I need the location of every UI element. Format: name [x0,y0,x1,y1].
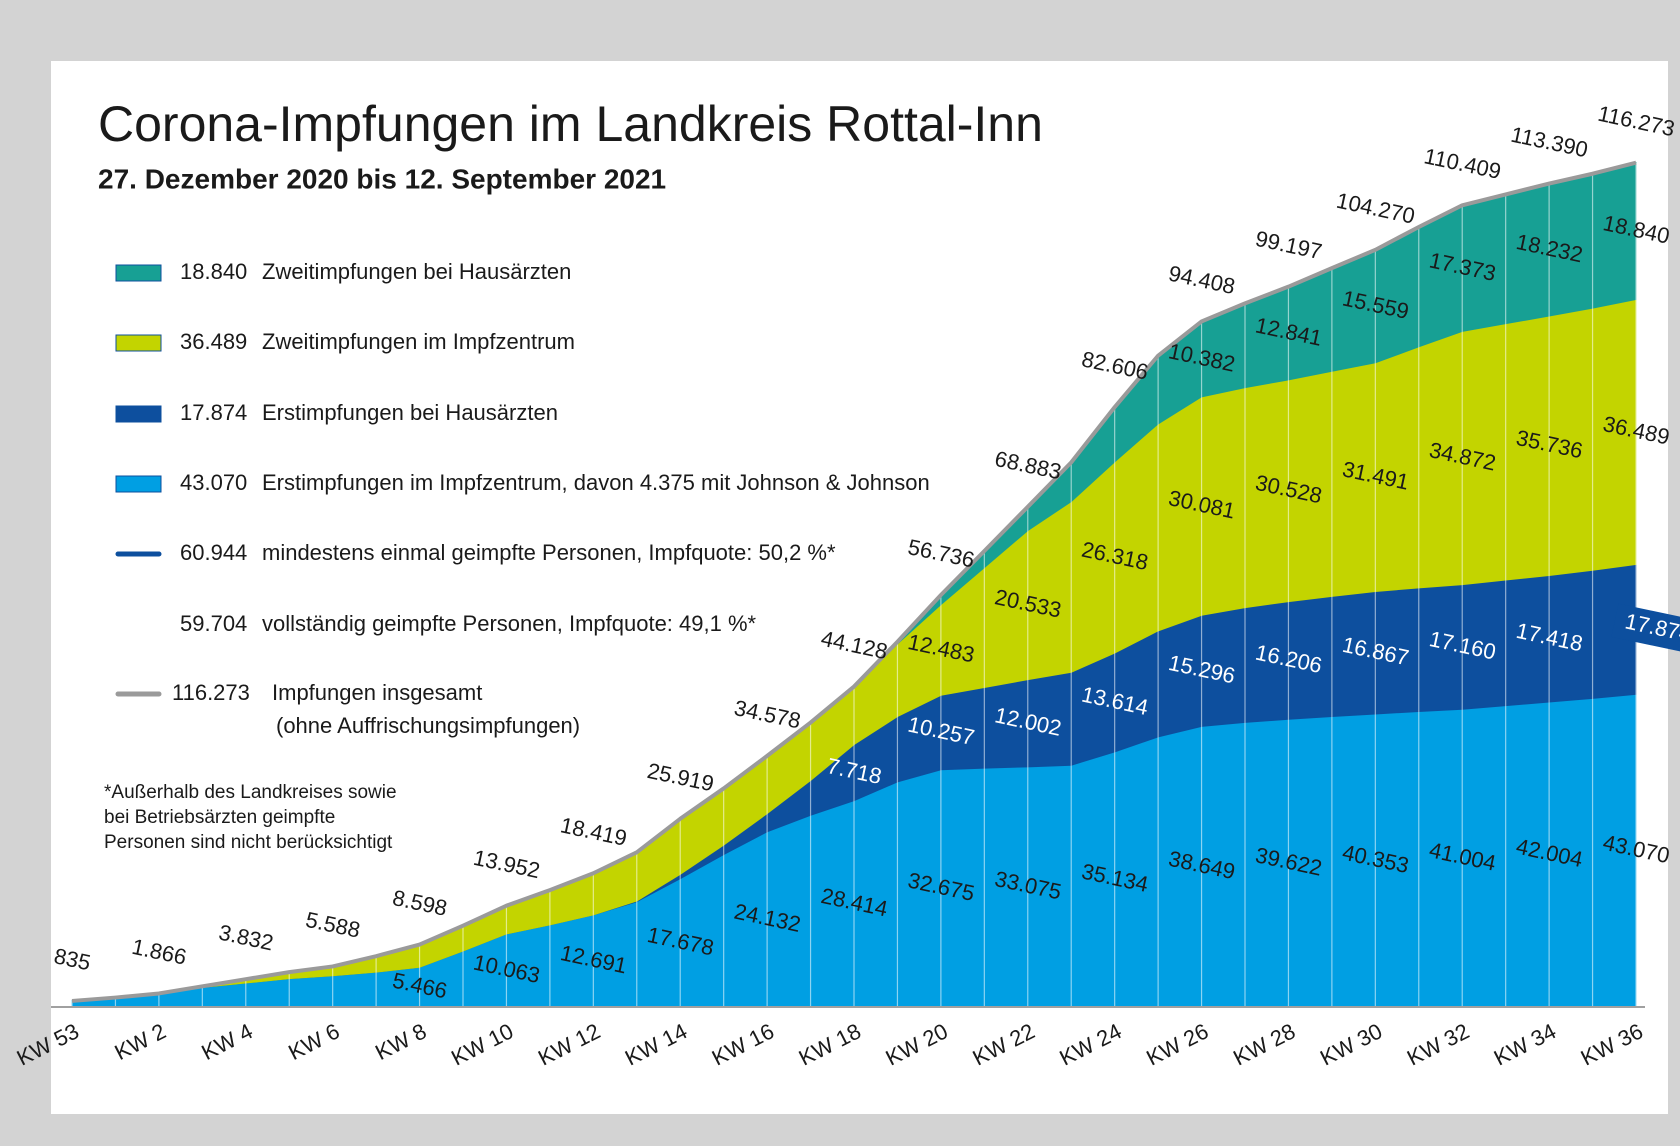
legend-value: 17.874 [180,400,247,425]
legend-note: (ohne Auffrischungsimpfungen) [276,713,580,738]
legend-swatch [115,334,162,352]
footnote: bei Betriebsärzten geimpfte [104,807,335,828]
chart-title: Corona-Impfungen im Landkreis Rottal-Inn [98,96,1043,152]
legend-label: Zweitimpfungen bei Hausärzten [262,259,571,284]
callout: 17.874 [1611,603,1680,656]
legend-value: 43.070 [180,470,247,495]
legend-swatch [115,405,162,423]
total-line [71,160,1637,1003]
legend-value: 116.273 [172,680,250,705]
legend-swatch [115,475,162,493]
legend-label: Impfungen insgesamt [272,680,482,705]
legend-label: mindestens einmal geimpfte Personen, Imp… [262,540,836,565]
legend-swatch [115,264,162,282]
legend-label: vollständig geimpfte Personen, Impfquote… [262,611,757,636]
legend-value: 60.944 [180,540,247,565]
footnote: *Außerhalb des Landkreises sowie [104,782,397,803]
footnote: Personen sind nicht berücksichtigt [104,832,393,853]
legend-label: Zweitimpfungen im Impfzentrum [262,329,575,354]
legend-value: 36.489 [180,329,247,354]
chart-subtitle: 27. Dezember 2020 bis 12. September 2021 [98,163,666,194]
legend-label: Erstimpfungen im Impfzentrum, davon 4.37… [262,470,930,495]
legend-label: Erstimpfungen bei Hausärzten [262,400,558,425]
legend-value: 59.704 [180,611,247,636]
callout-box [1611,603,1680,656]
legend-value: 18.840 [180,259,247,284]
